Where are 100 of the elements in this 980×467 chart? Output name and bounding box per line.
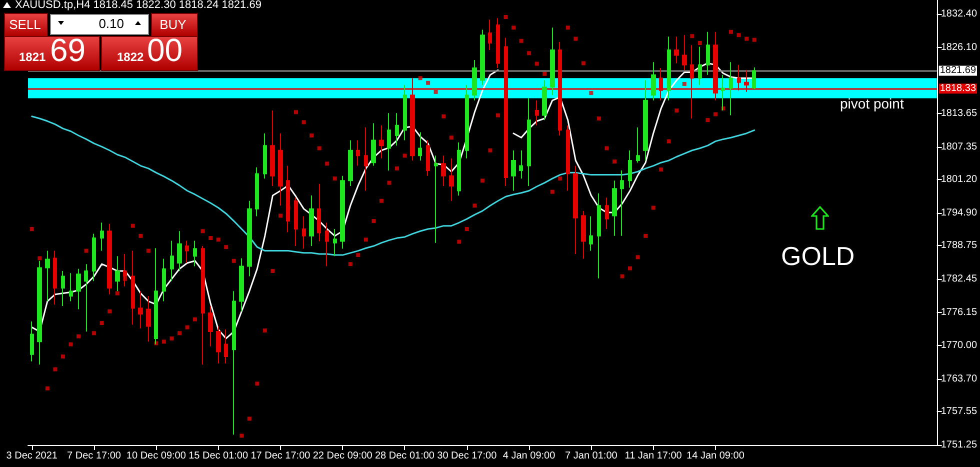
y-tick-label: 1788.75 <box>940 240 978 252</box>
y-tick-label: 1782.45 <box>940 274 978 285</box>
x-tick-label: 7 Dec 17:00 <box>67 450 122 462</box>
x-tick-label: 10 Dec 09:00 <box>126 450 186 462</box>
candlestick <box>573 165 578 254</box>
candlestick <box>100 222 104 252</box>
y-tick-label: 1832.40 <box>940 8 978 20</box>
candlestick <box>92 233 96 282</box>
candlestick <box>667 36 671 101</box>
candlestick <box>472 60 477 101</box>
candlestick <box>37 260 42 365</box>
candlestick <box>348 140 353 186</box>
candlestick <box>232 290 236 436</box>
candlestick <box>581 210 586 260</box>
candlestick <box>706 31 710 76</box>
candlestick <box>131 250 135 326</box>
annotation: 0.10 <box>98 15 124 33</box>
candlestick <box>302 216 306 250</box>
candlestick <box>247 200 252 277</box>
y-tick-label: 1776.15 <box>940 307 978 318</box>
candlestick <box>651 62 656 101</box>
candlestick <box>356 140 360 166</box>
x-tick-label: 14 Jan 09:00 <box>686 450 745 462</box>
candlestick <box>496 18 500 69</box>
x-tick-label: 3 Dec 2021 <box>6 450 58 462</box>
y-tick-label: 1807.35 <box>940 141 978 152</box>
candlestick <box>605 197 609 230</box>
candlestick <box>146 295 151 342</box>
annotation: 69 <box>50 32 86 68</box>
annotation: BUY <box>151 14 195 36</box>
y-tick-label: 1751.25 <box>940 440 978 450</box>
candlestick <box>278 132 283 206</box>
candlestick <box>371 122 376 166</box>
candlestick <box>239 258 244 312</box>
candlestick <box>698 46 702 86</box>
candlestick <box>138 290 143 329</box>
candlestick <box>340 175 345 250</box>
candlestick <box>325 222 329 267</box>
ref-line-label: 1821.69 <box>940 65 976 76</box>
y-tick-label: 1826.10 <box>940 42 978 53</box>
candlestick <box>193 240 197 267</box>
candlestick <box>418 132 422 161</box>
candlestick <box>84 264 88 332</box>
annotation: 1822 <box>117 50 144 64</box>
candlestick <box>309 195 314 247</box>
annotation: GOLD <box>781 241 855 271</box>
candlestick <box>457 142 461 196</box>
candlestick <box>333 228 337 257</box>
candlestick <box>53 250 57 305</box>
y-tick-label: 1763.70 <box>940 373 978 384</box>
candlestick <box>628 150 632 188</box>
candlestick <box>263 132 267 180</box>
x-tick-label: 22 Dec 09:00 <box>312 450 373 462</box>
candlestick <box>216 326 221 364</box>
candlestick <box>30 320 34 362</box>
candlestick <box>480 29 485 86</box>
candlestick <box>566 124 570 192</box>
candlestick <box>255 166 259 217</box>
x-tick-label: 15 Dec 01:00 <box>188 450 248 462</box>
candlestick <box>294 197 298 247</box>
candlestick <box>270 110 275 186</box>
candlestick <box>403 84 407 141</box>
candlestick <box>61 270 65 307</box>
candlestick <box>170 240 174 282</box>
line-series <box>31 116 756 256</box>
candlestick <box>465 84 469 159</box>
candlestick <box>597 192 601 279</box>
candlestick <box>208 306 213 347</box>
candlestick <box>434 155 438 244</box>
candlestick <box>76 268 81 310</box>
y-tick-label: 1770.00 <box>940 340 978 351</box>
chart-title: XAUUSD.tp,H4 1818.45 1822.30 1818.24 1821.69 <box>15 0 262 11</box>
candlestick <box>527 98 531 186</box>
candlestick <box>542 80 547 121</box>
y-tick-label: 1757.55 <box>940 406 978 418</box>
candlestick <box>511 150 516 192</box>
x-tick-label: 7 Jan 01:00 <box>565 450 618 462</box>
candlestick <box>550 27 555 96</box>
candlestick <box>636 127 640 164</box>
candlestick <box>107 223 112 295</box>
candlestick <box>224 328 228 364</box>
candlestick <box>387 112 391 172</box>
y-tick-label: 1813.65 <box>940 108 978 119</box>
annotation: SELL <box>4 14 46 36</box>
candlestick <box>162 258 166 302</box>
x-tick-label: 30 Dec 17:00 <box>437 450 498 462</box>
candlestick <box>620 170 624 236</box>
x-tick-label: 11 Jan 17:00 <box>624 450 682 462</box>
y-tick-label: 1794.90 <box>940 208 978 219</box>
x-tick-label: 4 Jan 09:00 <box>502 450 556 462</box>
annotation: 1821 <box>19 50 46 64</box>
candlestick <box>643 80 648 161</box>
candlestick <box>395 112 399 146</box>
candlestick <box>752 66 756 90</box>
candlestick <box>589 216 593 252</box>
x-tick-label: 17 Dec 17:00 <box>250 450 311 462</box>
candlestick <box>674 36 679 64</box>
y-tick-label: 1801.20 <box>940 174 978 186</box>
ref-line-label: 1818.33 <box>940 83 976 94</box>
candlestick <box>488 19 492 50</box>
